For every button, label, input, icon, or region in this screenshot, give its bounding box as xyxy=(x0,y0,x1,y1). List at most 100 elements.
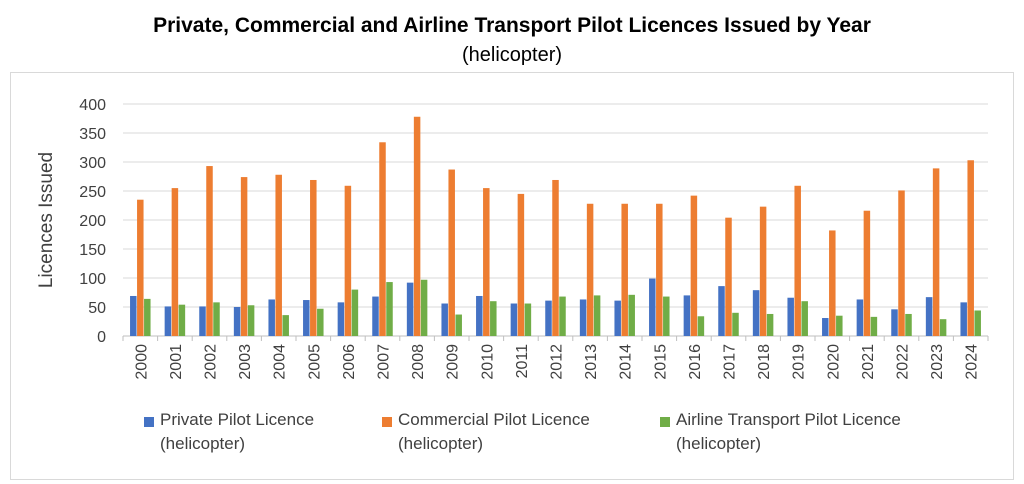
chart-legend: Private Pilot Licence (helicopter) Comme… xyxy=(0,408,1024,468)
y-tick-label: 200 xyxy=(79,213,106,230)
bar xyxy=(441,303,448,336)
bar xyxy=(593,295,601,336)
x-tick-label: 2017 xyxy=(722,344,739,380)
bar xyxy=(925,297,933,336)
bar xyxy=(406,282,414,336)
bar xyxy=(137,199,144,336)
bar xyxy=(614,300,621,336)
x-tick-label: 2011 xyxy=(514,344,531,379)
bar xyxy=(649,278,656,336)
bar xyxy=(344,185,352,336)
chart-title: Private, Commercial and Airline Transpor… xyxy=(153,14,871,37)
bar xyxy=(413,116,421,336)
bar xyxy=(483,188,490,336)
bar xyxy=(891,309,898,336)
x-tick-label: 2006 xyxy=(341,344,358,380)
bar xyxy=(510,303,518,336)
bar xyxy=(178,304,186,336)
x-tick-label: 2019 xyxy=(791,344,808,380)
bar xyxy=(836,315,843,336)
x-tick-label: 2000 xyxy=(133,344,150,380)
chart-subtitle: (helicopter) xyxy=(461,44,563,66)
bar xyxy=(524,303,532,336)
bar xyxy=(233,307,241,336)
bar xyxy=(794,185,801,336)
bar xyxy=(725,217,732,336)
bar xyxy=(213,302,220,336)
bar xyxy=(448,169,455,336)
bar xyxy=(690,195,698,336)
x-tick-label: 2005 xyxy=(306,344,323,380)
bar xyxy=(130,295,137,336)
bar xyxy=(379,142,386,336)
bar xyxy=(303,300,310,336)
bar xyxy=(628,294,635,336)
bar xyxy=(517,193,525,336)
legend-label-private: Private Pilot Licence (helicopter) xyxy=(160,410,315,453)
x-tick-label: 2003 xyxy=(237,344,254,380)
legend-item-airline: Airline Transport Pilot Licence (helicop… xyxy=(660,408,901,456)
bar xyxy=(455,314,462,336)
bar xyxy=(967,160,974,336)
x-tick-label: 2018 xyxy=(756,344,773,380)
x-tick-label: 2007 xyxy=(376,344,393,380)
x-tick-label: 2022 xyxy=(895,344,912,380)
legend-label-airline: Airline Transport Pilot Licence (helicop… xyxy=(676,410,901,453)
legend-item-commercial: Commercial Pilot Licence (helicopter) xyxy=(382,408,590,456)
bar xyxy=(752,290,760,336)
bar xyxy=(476,295,483,336)
bar xyxy=(787,297,794,336)
bar xyxy=(697,316,705,336)
bar xyxy=(898,190,905,336)
bar xyxy=(656,203,663,336)
bar xyxy=(863,210,871,336)
bar xyxy=(718,286,725,336)
bar xyxy=(870,316,878,336)
chart-frame xyxy=(10,72,1014,480)
bar xyxy=(683,295,691,336)
x-tick-label: 2023 xyxy=(929,344,946,380)
bar xyxy=(856,299,864,336)
y-tick-label: 50 xyxy=(88,300,106,317)
bar xyxy=(829,230,836,336)
bar xyxy=(351,289,359,336)
bar xyxy=(317,308,324,336)
legend-swatch-private xyxy=(144,417,154,427)
legend-item-private: Private Pilot Licence (helicopter) xyxy=(144,408,314,456)
bar xyxy=(144,298,151,336)
bar xyxy=(932,168,940,336)
legend-swatch-airline xyxy=(660,417,670,427)
x-tick-label: 2004 xyxy=(272,344,289,380)
x-tick-label: 2015 xyxy=(652,344,669,380)
bar xyxy=(759,206,767,336)
x-tick-label: 2024 xyxy=(964,344,981,380)
bar xyxy=(545,300,552,336)
y-tick-label: 400 xyxy=(79,97,106,114)
bar xyxy=(386,282,393,336)
x-tick-label: 2012 xyxy=(549,344,566,380)
bar xyxy=(559,296,566,336)
bar xyxy=(663,296,670,336)
x-tick-label: 2009 xyxy=(445,344,462,380)
x-tick-label: 2016 xyxy=(687,344,704,380)
bar xyxy=(960,302,967,336)
x-tick-label: 2013 xyxy=(583,344,600,380)
legend-swatch-commercial xyxy=(382,417,392,427)
bar xyxy=(337,302,345,336)
bar xyxy=(282,315,289,336)
x-tick-label: 2010 xyxy=(479,344,496,380)
bar xyxy=(974,310,981,336)
bar xyxy=(420,279,428,336)
bar xyxy=(171,188,179,336)
y-axis-label: Licences Issued xyxy=(36,152,57,288)
legend-label-commercial: Commercial Pilot Licence (helicopter) xyxy=(398,410,590,453)
bar xyxy=(766,313,774,336)
bar xyxy=(732,312,739,336)
y-tick-label: 250 xyxy=(79,184,106,201)
x-tick-label: 2001 xyxy=(168,344,185,380)
bar xyxy=(586,203,594,336)
bar xyxy=(206,166,213,336)
x-tick-label: 2021 xyxy=(860,344,877,380)
bar xyxy=(822,318,829,336)
